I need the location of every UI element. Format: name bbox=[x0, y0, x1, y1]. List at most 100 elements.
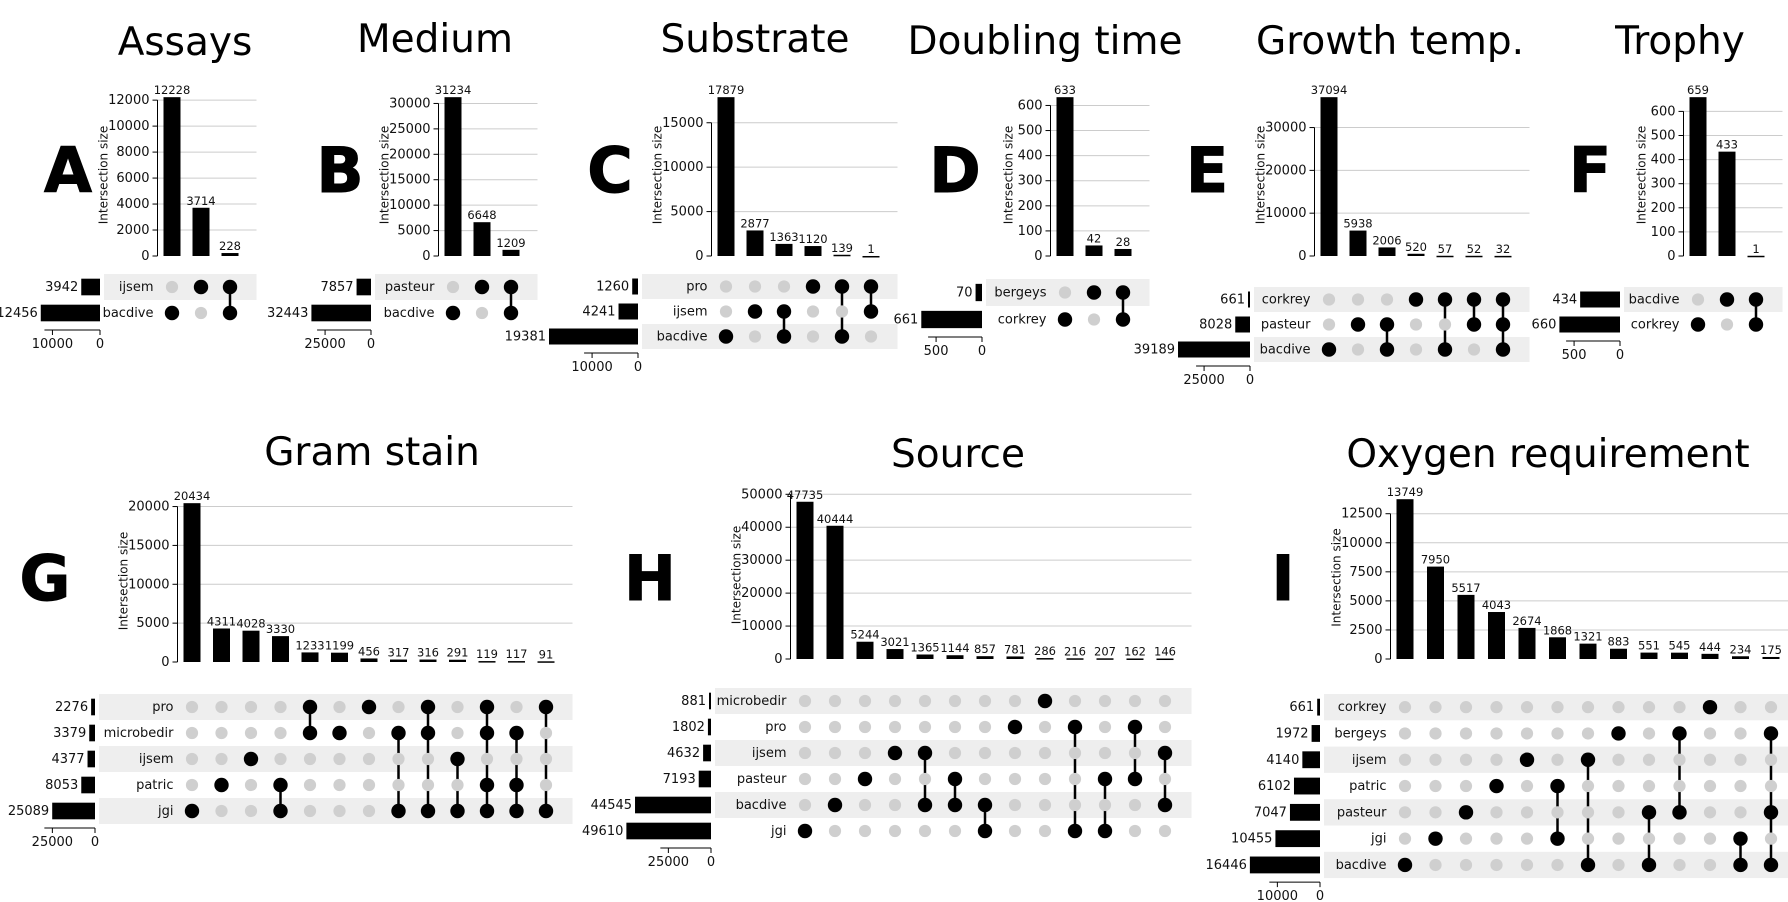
matrix-dot-inactive bbox=[274, 700, 287, 714]
matrix-dot-inactive bbox=[1734, 779, 1747, 793]
set-name: pro bbox=[686, 280, 707, 295]
matrix-dot-inactive bbox=[1128, 798, 1142, 812]
y-tick-label: 15000 bbox=[128, 538, 169, 553]
matrix-dot-inactive bbox=[1612, 858, 1625, 872]
y-tick-label: 0 bbox=[1034, 249, 1042, 264]
set-tick-label: 0 bbox=[634, 360, 642, 375]
intersection-bar bbox=[796, 501, 814, 659]
intersection-bar bbox=[1494, 255, 1512, 258]
y-axis-label: Intersection size bbox=[651, 126, 665, 224]
matrix-dot-inactive bbox=[858, 720, 872, 734]
matrix-dot-inactive bbox=[1551, 806, 1564, 819]
matrix-dot-active bbox=[503, 305, 519, 321]
matrix-dot-active bbox=[1748, 317, 1764, 332]
bar-value-label: 4028 bbox=[236, 617, 265, 631]
set-tick-label: 500 bbox=[1562, 348, 1587, 363]
matrix-dot-inactive bbox=[1058, 286, 1072, 299]
matrix-dot-inactive bbox=[362, 726, 376, 740]
y-axis-label: Intersection size bbox=[1635, 126, 1649, 224]
y-tick-label: 20000 bbox=[741, 586, 782, 601]
matrix-dot-inactive bbox=[1459, 727, 1473, 740]
bar-value-label: 316 bbox=[417, 646, 439, 660]
matrix-dot-inactive bbox=[539, 752, 553, 766]
intersection-bar bbox=[1701, 653, 1719, 659]
matrix-dot-inactive bbox=[798, 746, 812, 760]
bar-value-label: 1144 bbox=[940, 641, 969, 655]
matrix-dot-active bbox=[776, 304, 792, 319]
intersection-bar bbox=[1457, 594, 1475, 659]
matrix-dot-inactive bbox=[748, 330, 762, 343]
y-tick-label: 5000 bbox=[136, 616, 169, 631]
bar-value-label: 1120 bbox=[798, 232, 827, 246]
y-tick-label: 100 bbox=[1018, 224, 1043, 239]
matrix-dot-active bbox=[184, 803, 200, 819]
bar-value-label: 47735 bbox=[787, 488, 824, 502]
set-size-bar bbox=[549, 328, 638, 345]
matrix-dot-active bbox=[1037, 693, 1053, 709]
matrix-dot-inactive bbox=[1642, 701, 1656, 714]
intersection-bar bbox=[1732, 656, 1749, 659]
intersection-bar bbox=[1747, 255, 1765, 258]
matrix-dot-inactive bbox=[1429, 858, 1442, 872]
set-size-bar bbox=[40, 304, 100, 322]
matrix-dot-active bbox=[538, 803, 554, 819]
matrix-row-band bbox=[642, 274, 898, 299]
set-size-bar bbox=[626, 822, 711, 840]
matrix-dot-inactive bbox=[798, 798, 812, 812]
matrix-dot-active bbox=[450, 751, 465, 767]
set-size-bar bbox=[1248, 291, 1250, 308]
bar-value-label: 5244 bbox=[850, 628, 879, 642]
matrix-dot-active bbox=[164, 305, 180, 321]
intersection-bar bbox=[1378, 247, 1396, 256]
matrix-dot-inactive bbox=[918, 720, 932, 734]
panel-i: Oxygen requirement I 0 2500 5000 7500 10000 125… bbox=[1206, 432, 1788, 902]
matrix-dot-active bbox=[222, 305, 238, 321]
intersection-bar bbox=[1518, 627, 1536, 659]
y-tick-label: 5000 bbox=[670, 205, 703, 220]
matrix-dot-inactive bbox=[1551, 753, 1564, 766]
intersection-bar bbox=[360, 658, 378, 662]
set-tick-label: 0 bbox=[707, 855, 715, 870]
matrix-dot-inactive bbox=[1098, 694, 1112, 708]
panel-title: Trophy bbox=[1614, 19, 1745, 64]
matrix-dot-inactive bbox=[362, 804, 376, 818]
intersection-bar bbox=[833, 254, 851, 257]
matrix-dot-active bbox=[1580, 752, 1596, 767]
set-size-bar bbox=[91, 698, 95, 716]
matrix-dot-active bbox=[1641, 805, 1657, 820]
intersection-bar bbox=[444, 97, 462, 256]
matrix-dot-inactive bbox=[948, 824, 962, 838]
matrix-dot-inactive bbox=[1612, 701, 1625, 714]
y-axis-label: Intersection size bbox=[1330, 528, 1344, 626]
y-tick-label: 30000 bbox=[1265, 121, 1306, 136]
matrix-dot-inactive bbox=[451, 778, 464, 792]
matrix-dot-inactive bbox=[446, 280, 460, 294]
set-size-label: 1972 bbox=[1275, 726, 1308, 741]
matrix-dot-inactive bbox=[1612, 779, 1625, 793]
matrix-dot-active bbox=[273, 803, 288, 819]
intersection-bar bbox=[242, 630, 260, 662]
matrix-dot-active bbox=[1466, 317, 1482, 332]
intersection-bar bbox=[775, 243, 793, 256]
matrix-dot-active bbox=[1519, 752, 1535, 767]
set-name: bacdive bbox=[103, 306, 154, 321]
matrix-dot-active bbox=[1097, 823, 1113, 839]
intersection-bar bbox=[1036, 658, 1054, 660]
matrix-dot-inactive bbox=[274, 726, 287, 740]
y-tick-label: 50000 bbox=[741, 487, 782, 502]
bar-value-label: 37094 bbox=[1311, 83, 1348, 97]
y-tick-label: 500 bbox=[1651, 128, 1676, 143]
matrix-dot-inactive bbox=[1673, 858, 1686, 872]
set-size-bar bbox=[1275, 830, 1320, 848]
y-tick-label: 0 bbox=[422, 249, 430, 264]
matrix-dot-inactive bbox=[1068, 746, 1082, 760]
matrix-dot-inactive bbox=[978, 746, 992, 760]
set-size-label: 4632 bbox=[667, 746, 700, 761]
matrix-dot-active bbox=[273, 777, 288, 793]
bar-value-label: 456 bbox=[358, 644, 380, 658]
y-tick-label: 5000 bbox=[397, 224, 430, 239]
y-tick-label: 25000 bbox=[389, 122, 430, 137]
matrix-dot-inactive bbox=[1734, 753, 1747, 766]
set-size-bar bbox=[1311, 725, 1320, 742]
matrix-dot-inactive bbox=[480, 752, 494, 766]
